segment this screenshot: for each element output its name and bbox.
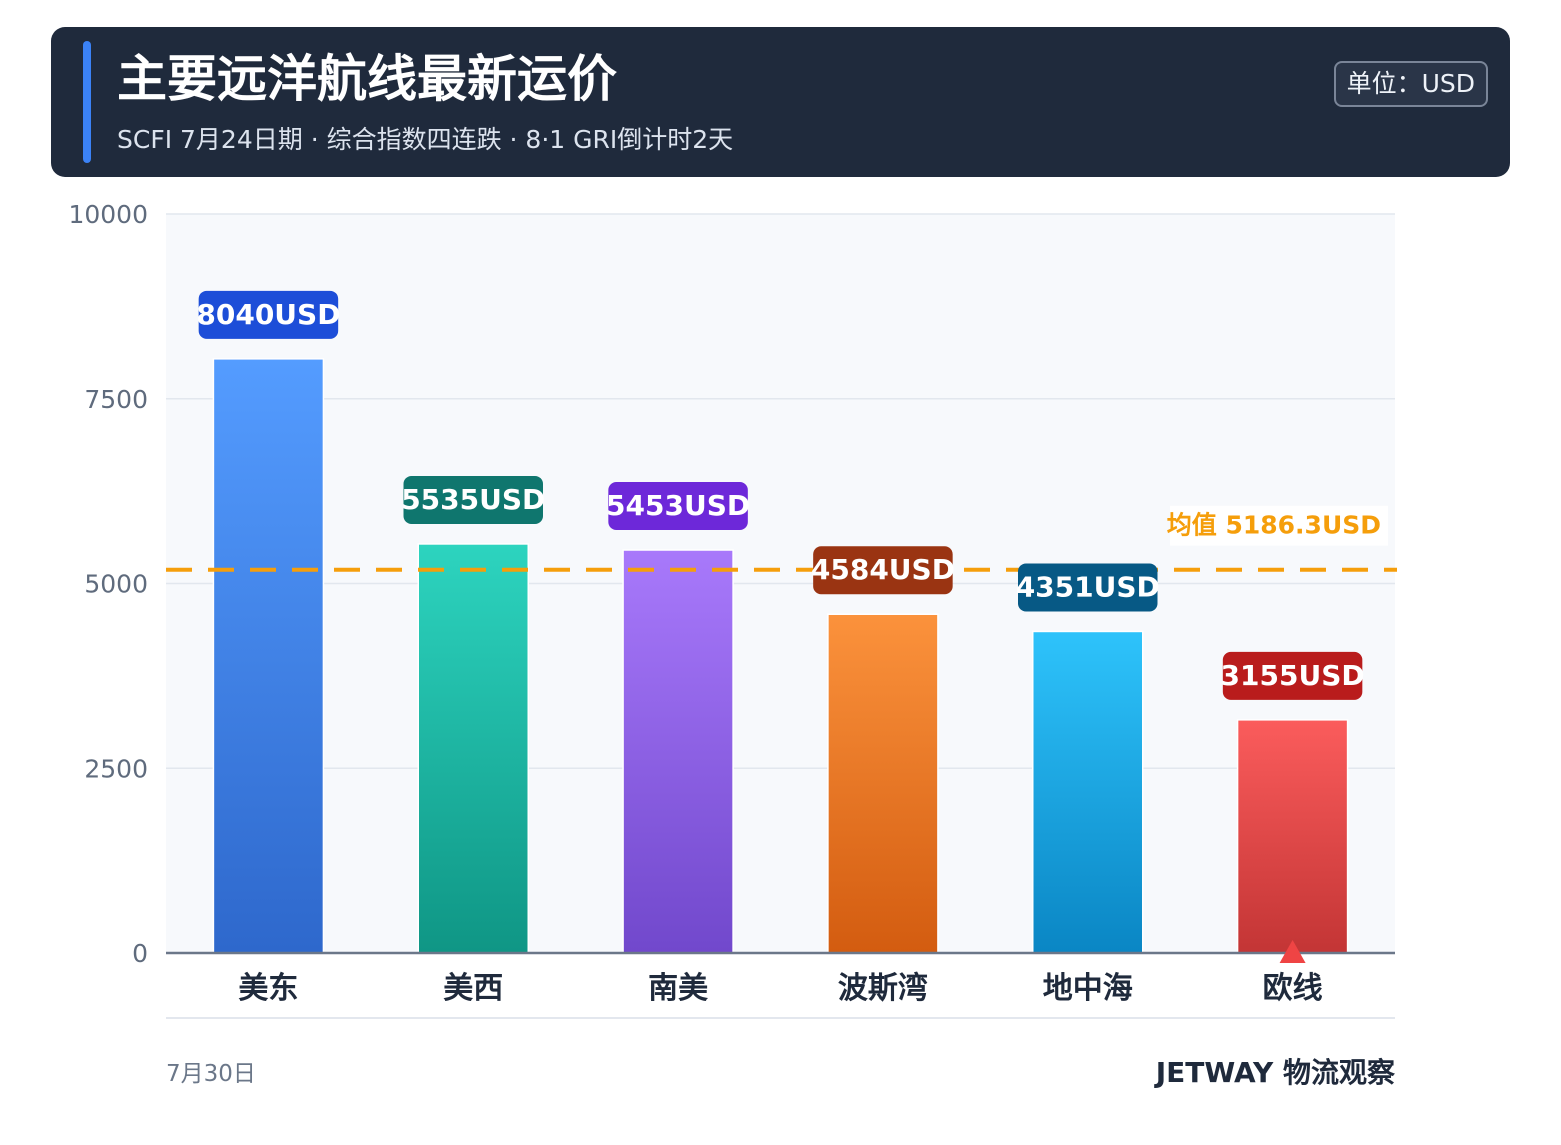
value-label-text: 8040USD <box>196 298 340 331</box>
bar-3 <box>827 613 939 954</box>
value-label-text: 4584USD <box>811 553 955 586</box>
category-labels: 美东 美西 南美 波斯湾 地中海 欧线 <box>238 971 1322 1006</box>
value-label-text: 4351USD <box>1016 570 1160 603</box>
value-label-badge <box>1222 651 1363 700</box>
bar-0 <box>212 358 325 954</box>
value-label-0: 8040USD <box>196 290 340 339</box>
value-label-badge <box>608 482 748 531</box>
y-tick-label: 7500 <box>84 385 148 414</box>
bar-1 <box>417 543 529 954</box>
trend-up-marker <box>1279 940 1306 963</box>
value-label-badge <box>198 290 339 339</box>
y-tick-label: 5000 <box>84 570 148 599</box>
unit-badge: 单位：USD <box>1333 61 1488 107</box>
value-label-1: 5535USD <box>401 475 545 524</box>
chart-header: 主要远洋航线最新运价 SCFI 7月24日期 · 综合指数四连跌 · 8·1 G… <box>51 27 1510 177</box>
bar-5 <box>1236 719 1349 954</box>
bar-markers <box>1279 940 1306 963</box>
y-axis-ticks: 0 2500 5000 7500 10000 <box>68 200 148 968</box>
y-tick-label: 0 <box>132 939 148 968</box>
value-label-text: 3155USD <box>1221 659 1365 692</box>
bar-4 <box>1032 630 1144 954</box>
value-label-3: 4584USD <box>811 546 955 595</box>
average-label: 均值 5186.3USD <box>1167 511 1381 540</box>
value-label-text: 5453USD <box>606 489 750 522</box>
value-label-badge <box>1018 563 1158 612</box>
category-label-4: 地中海 <box>1043 971 1133 1006</box>
category-label-2: 南美 <box>648 971 708 1006</box>
y-tick-label: 2500 <box>84 754 148 783</box>
value-label-badge <box>403 475 543 524</box>
category-label-1: 美西 <box>443 971 503 1006</box>
value-labels: 8040USD 5535USD 5453USD 4584USD 4351USD 3155U… <box>196 290 1365 700</box>
chart-title: 主要远洋航线最新运价 <box>117 50 617 108</box>
value-label-5: 3155USD <box>1221 651 1365 700</box>
footer-brand: JETWAY 物流观察 <box>1155 1056 1395 1089</box>
grid-lines <box>166 213 1395 769</box>
average-label-bg <box>1170 505 1388 546</box>
chart-subtitle: SCFI 7月24日期 · 综合指数四连跌 · 8·1 GRI倒计时2天 <box>117 125 734 154</box>
bars <box>212 358 1349 954</box>
value-label-2: 5453USD <box>606 482 750 531</box>
value-label-4: 4351USD <box>1016 563 1160 612</box>
value-label-text: 5535USD <box>401 483 545 516</box>
category-label-0: 美东 <box>238 971 298 1006</box>
category-label-5: 欧线 <box>1263 971 1323 1006</box>
header-accent-bar <box>83 41 91 163</box>
category-label-3: 波斯湾 <box>838 971 928 1006</box>
bar-2 <box>622 549 734 954</box>
y-tick-label: 10000 <box>68 200 148 229</box>
footer-date: 7月30日 <box>166 1061 256 1087</box>
value-label-badge <box>813 546 953 595</box>
average-line-group: 均值 5186.3USD <box>166 505 1397 572</box>
